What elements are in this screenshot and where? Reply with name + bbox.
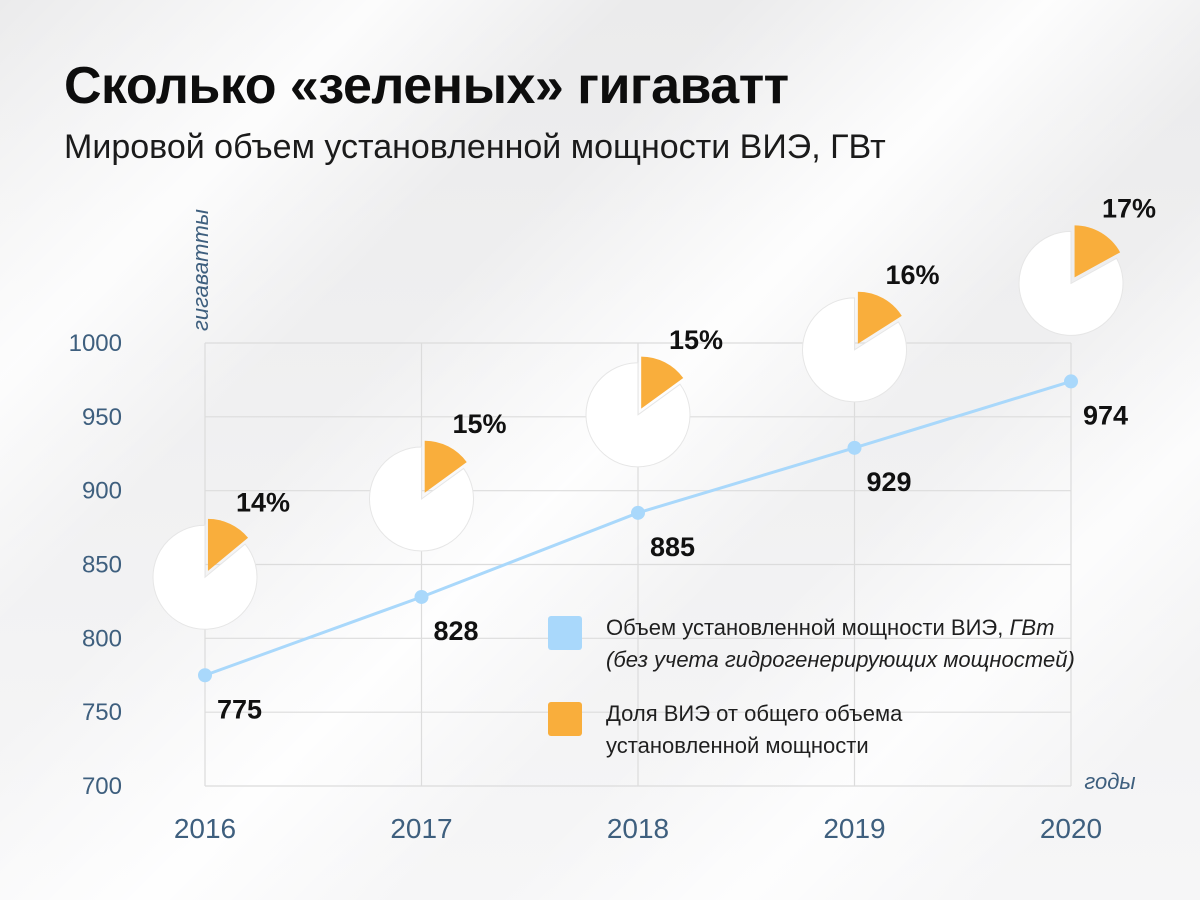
capacity-series xyxy=(198,374,1078,683)
share-value-label: 16% xyxy=(885,260,939,290)
legend-item-share: Доля ВИЭ от общего объема установленной … xyxy=(548,698,1075,762)
share-pie-rest xyxy=(369,446,474,552)
capacity-value-label: 775 xyxy=(217,694,262,724)
legend-share-line1: Доля ВИЭ от общего объема xyxy=(606,701,903,726)
share-pie-slice xyxy=(424,440,467,493)
share-pie-slice xyxy=(207,518,249,571)
legend-swatch-share xyxy=(548,702,582,736)
share-pie-rest xyxy=(585,362,691,468)
x-axis-label: годы xyxy=(1084,769,1135,794)
legend: Объем установленной мощности ВИЭ, ГВт (б… xyxy=(548,612,1075,784)
y-axis-ticks: 700 750 800 850 900 950 1000 xyxy=(69,330,122,800)
x-tick-label: 2016 xyxy=(174,813,236,844)
share-pie-rest xyxy=(1018,230,1124,336)
capacity-point xyxy=(414,589,429,604)
y-tick-label: 850 xyxy=(82,552,122,579)
y-tick-label: 750 xyxy=(82,699,122,726)
share-pie-rest xyxy=(152,524,258,630)
capacity-point xyxy=(847,440,862,455)
capacity-point xyxy=(1064,374,1078,389)
x-tick-label: 2017 xyxy=(390,813,452,844)
share-pies: 14% 15% 15% 16% 17% xyxy=(152,193,1156,630)
data-labels: 775 828 885 929 974 xyxy=(217,400,1128,724)
capacity-point xyxy=(198,668,212,683)
capacity-value-label: 974 xyxy=(1083,400,1128,430)
x-axis-ticks: 2016 2017 2018 2019 2020 xyxy=(174,813,1102,844)
y-tick-label: 1000 xyxy=(69,330,122,357)
share-value-label: 15% xyxy=(452,409,506,439)
share-pie-slice xyxy=(1074,225,1121,278)
y-tick-label: 950 xyxy=(82,404,122,431)
legend-capacity-note: (без учета гидрогенерирующих мощностей) xyxy=(606,647,1075,672)
x-tick-label: 2018 xyxy=(607,813,669,844)
legend-swatch-capacity xyxy=(548,616,582,650)
y-tick-label: 700 xyxy=(82,773,122,800)
y-axis-label: гигаватты xyxy=(188,209,213,331)
legend-capacity-unit: ГВт xyxy=(1009,615,1055,640)
capacity-value-label: 885 xyxy=(650,532,695,562)
page-title: Сколько «зеленых» гигаватт xyxy=(64,57,789,115)
share-value-label: 14% xyxy=(236,487,290,517)
y-tick-label: 800 xyxy=(82,625,122,652)
share-value-label: 17% xyxy=(1102,193,1156,223)
share-pie-slice xyxy=(857,291,902,344)
legend-share-line2: установленной мощности xyxy=(606,733,869,758)
x-tick-label: 2019 xyxy=(823,813,885,844)
share-value-label: 15% xyxy=(669,325,723,355)
share-pie-slice xyxy=(641,356,684,409)
capacity-value-label: 929 xyxy=(867,467,912,497)
y-tick-label: 900 xyxy=(82,478,122,505)
capacity-point xyxy=(631,505,645,520)
share-pie-rest xyxy=(802,297,907,403)
legend-capacity-text: Объем установленной мощности ВИЭ, xyxy=(606,615,1010,640)
legend-item-capacity: Объем установленной мощности ВИЭ, ГВт (б… xyxy=(548,612,1075,676)
page-subtitle: Мировой объем установленной мощности ВИЭ… xyxy=(64,128,886,166)
capacity-value-label: 828 xyxy=(434,616,479,646)
x-tick-label: 2020 xyxy=(1040,813,1102,844)
